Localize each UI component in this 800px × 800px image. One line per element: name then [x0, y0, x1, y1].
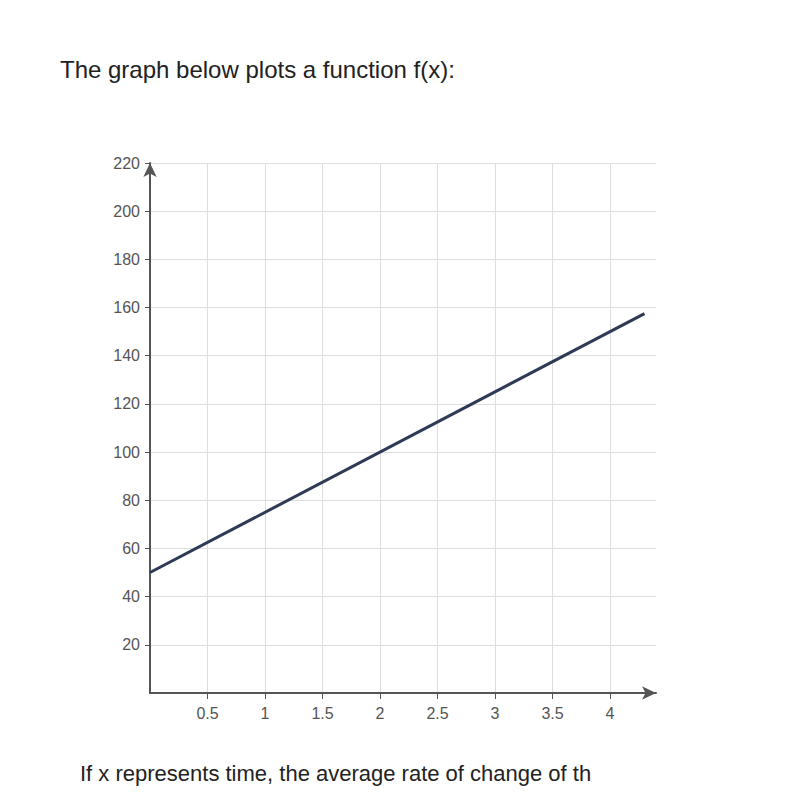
svg-text:200: 200 — [113, 203, 140, 220]
svg-text:2: 2 — [376, 705, 385, 722]
svg-text:80: 80 — [122, 492, 140, 509]
svg-text:160: 160 — [113, 299, 140, 316]
svg-text:3.5: 3.5 — [541, 705, 563, 722]
svg-text:60: 60 — [122, 540, 140, 557]
svg-text:140: 140 — [113, 347, 140, 364]
svg-text:40: 40 — [122, 588, 140, 605]
svg-text:100: 100 — [113, 444, 140, 461]
svg-text:The graph below plots a functi: The graph below plots a function f(x): — [60, 56, 455, 83]
svg-text:180: 180 — [113, 251, 140, 268]
svg-text:3: 3 — [491, 705, 500, 722]
svg-text:If x represents time, the aver: If x represents time, the average rate o… — [80, 761, 591, 786]
svg-text:2.5: 2.5 — [426, 705, 448, 722]
svg-text:0.5: 0.5 — [196, 705, 218, 722]
svg-text:220: 220 — [113, 155, 140, 172]
svg-text:1: 1 — [261, 705, 270, 722]
svg-text:20: 20 — [122, 636, 140, 653]
svg-text:1.5: 1.5 — [311, 705, 333, 722]
svg-text:4: 4 — [606, 705, 615, 722]
svg-text:120: 120 — [113, 395, 140, 412]
